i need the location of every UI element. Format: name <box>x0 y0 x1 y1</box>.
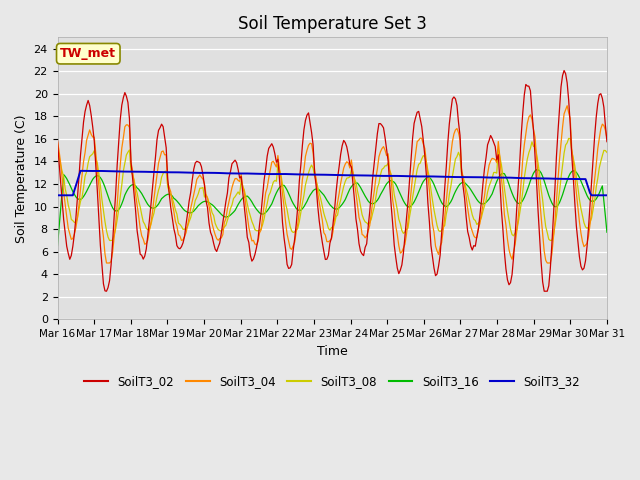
Y-axis label: Soil Temperature (C): Soil Temperature (C) <box>15 114 28 242</box>
Title: Soil Temperature Set 3: Soil Temperature Set 3 <box>238 15 427 33</box>
Legend: SoilT3_02, SoilT3_04, SoilT3_08, SoilT3_16, SoilT3_32: SoilT3_02, SoilT3_04, SoilT3_08, SoilT3_… <box>80 370 585 393</box>
Text: TW_met: TW_met <box>60 47 116 60</box>
X-axis label: Time: Time <box>317 345 348 358</box>
